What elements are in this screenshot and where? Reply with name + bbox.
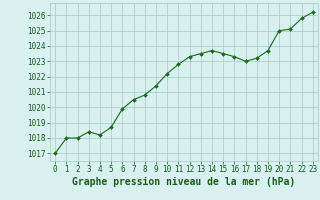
X-axis label: Graphe pression niveau de la mer (hPa): Graphe pression niveau de la mer (hPa) [72, 177, 296, 187]
